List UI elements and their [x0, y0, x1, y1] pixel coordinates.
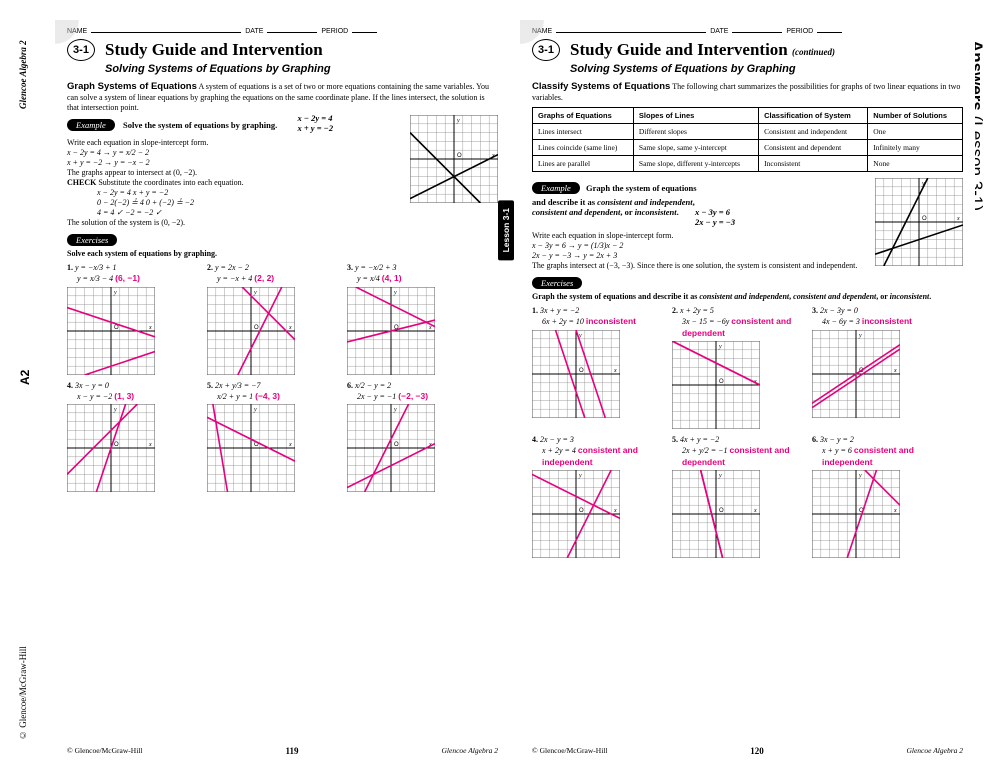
page-title: Study Guide and Intervention	[105, 40, 323, 60]
svg-text:O: O	[394, 442, 399, 448]
svg-text:O: O	[579, 508, 584, 514]
exercise-item: 1. 3x + y = −2 6x + 2y = 10 inconsistent…	[532, 306, 658, 429]
svg-text:y: y	[113, 407, 117, 413]
exercise-item: 1. y = −x/3 + 1 y = x/3 − 4 (6, −1) Oxy	[67, 263, 193, 375]
exercise-item: 4. 2x − y = 3 x + 2y = 4 consistent and …	[532, 435, 658, 558]
svg-text:y: y	[858, 473, 862, 479]
table-row: Lines intersectDifferent slopesConsisten…	[533, 123, 963, 139]
svg-text:y: y	[858, 333, 862, 339]
header-fields: NAME DATE PERIOD	[67, 28, 498, 35]
svg-text:y: y	[393, 407, 397, 413]
svg-text:y: y	[578, 473, 582, 479]
exercises-pill: Exercises	[67, 234, 117, 246]
svg-text:x: x	[893, 368, 897, 374]
exercises-grid-left: 1. y = −x/3 + 1 y = x/3 − 4 (6, −1) Oxy2…	[67, 263, 498, 493]
header-fields: NAME DATE PERIOD	[532, 28, 963, 35]
svg-text:y: y	[113, 290, 117, 296]
svg-text:y: y	[456, 118, 460, 124]
svg-text:O: O	[719, 508, 724, 514]
exercise-item: 5. 2x + y/3 = −7 x/2 + y = 1 (−4, 3) Oxy	[207, 381, 333, 493]
svg-text:O: O	[254, 325, 259, 331]
svg-text:x: x	[148, 325, 152, 331]
sidebar-book: Glencoe Algebra 2	[18, 40, 32, 109]
exercise-item: 5. 4x + y = −2 2x + y/2 = −1 consistent …	[672, 435, 798, 558]
svg-text:x: x	[613, 508, 617, 514]
classification-table: Graphs of EquationsSlopes of LinesClassi…	[532, 107, 963, 172]
footer-right: © Glencoe/McGraw-Hill 120 Glencoe Algebr…	[532, 746, 963, 756]
svg-text:y: y	[718, 344, 722, 350]
table-header-row: Graphs of EquationsSlopes of LinesClassi…	[533, 107, 963, 123]
example-graph-right: Oxy	[875, 176, 963, 266]
page-120: NAME DATE PERIOD 3-1 Study Guide and Int…	[520, 20, 975, 760]
example-graph-left: Oxy	[410, 113, 498, 203]
sidebar-copyright: © Glencoe/McGraw-Hill	[18, 646, 32, 740]
exercise-item: 3. 2x − 3y = 0 4x − 6y = 3 inconsistent …	[812, 306, 938, 429]
page-spread: Lesson 3-1 NAME DATE PERIOD 3-1 Study Gu…	[55, 20, 975, 760]
table-body: Lines intersectDifferent slopesConsisten…	[533, 123, 963, 171]
svg-text:x: x	[288, 325, 292, 331]
exercise-item: 2. y = 2x − 2 y = −x + 4 (2, 2) Oxy	[207, 263, 333, 375]
svg-text:y: y	[253, 407, 257, 413]
svg-text:x: x	[956, 216, 960, 222]
title-row: 3-1 Study Guide and Intervention (contin…	[532, 39, 963, 61]
exercises-pill: Exercises	[532, 277, 582, 289]
svg-text:x: x	[613, 368, 617, 374]
exercise-item: 2. x + 2y = 5 3x − 15 = −6y consistent a…	[672, 306, 798, 429]
svg-text:x: x	[148, 442, 152, 448]
example-pill: Example	[532, 182, 580, 194]
page-119: Lesson 3-1 NAME DATE PERIOD 3-1 Study Gu…	[55, 20, 510, 760]
svg-text:x: x	[893, 508, 897, 514]
subtitle: Solving Systems of Equations by Graphing	[105, 63, 498, 75]
svg-text:O: O	[922, 216, 927, 222]
left-sidebar: © Glencoe/McGraw-Hill A2 Glencoe Algebra…	[18, 40, 32, 740]
exercises-grid-right: 1. 3x + y = −2 6x + 2y = 10 inconsistent…	[532, 306, 963, 558]
exercise-item: 3. y = −x/2 + 3 y = x/4 (4, 1) Oxy	[347, 263, 473, 375]
exercise-item: 4. 3x − y = 0 x − y = −2 (1, 3) Oxy	[67, 381, 193, 493]
svg-text:O: O	[114, 442, 119, 448]
footer-left: © Glencoe/McGraw-Hill 119 Glencoe Algebr…	[67, 746, 498, 756]
svg-text:y: y	[718, 473, 722, 479]
lesson-tab: Lesson 3-1	[498, 200, 514, 260]
table-row: Lines coincide (same line)Same slope, sa…	[533, 139, 963, 155]
svg-text:O: O	[114, 325, 119, 331]
table-row: Lines are parallelSame slope, different …	[533, 155, 963, 171]
svg-text:x: x	[428, 325, 432, 331]
exercise-item: 6. x/2 − y = 2 2x − y = −1 (−2, −3) Oxy	[347, 381, 473, 493]
svg-text:y: y	[393, 290, 397, 296]
corner-decoration	[55, 20, 115, 70]
svg-text:O: O	[719, 379, 724, 385]
subtitle: Solving Systems of Equations by Graphing	[570, 63, 963, 75]
intro-paragraph: Graph Systems of Equations A system of e…	[67, 81, 498, 113]
exercise-item: 6. 3x − y = 2 x + y = 6 consistent and i…	[812, 435, 938, 558]
page-title: Study Guide and Intervention (continued)	[570, 40, 835, 60]
title-row: 3-1 Study Guide and Intervention	[67, 39, 498, 61]
svg-text:O: O	[457, 153, 462, 159]
svg-text:O: O	[579, 368, 584, 374]
example-pill: Example	[67, 119, 115, 131]
intro-paragraph: Classify Systems of Equations The follow…	[532, 81, 963, 103]
sidebar-page-marker: A2	[18, 370, 32, 385]
svg-text:x: x	[753, 508, 757, 514]
svg-text:y: y	[253, 290, 257, 296]
corner-decoration	[520, 20, 580, 70]
svg-text:x: x	[288, 442, 292, 448]
